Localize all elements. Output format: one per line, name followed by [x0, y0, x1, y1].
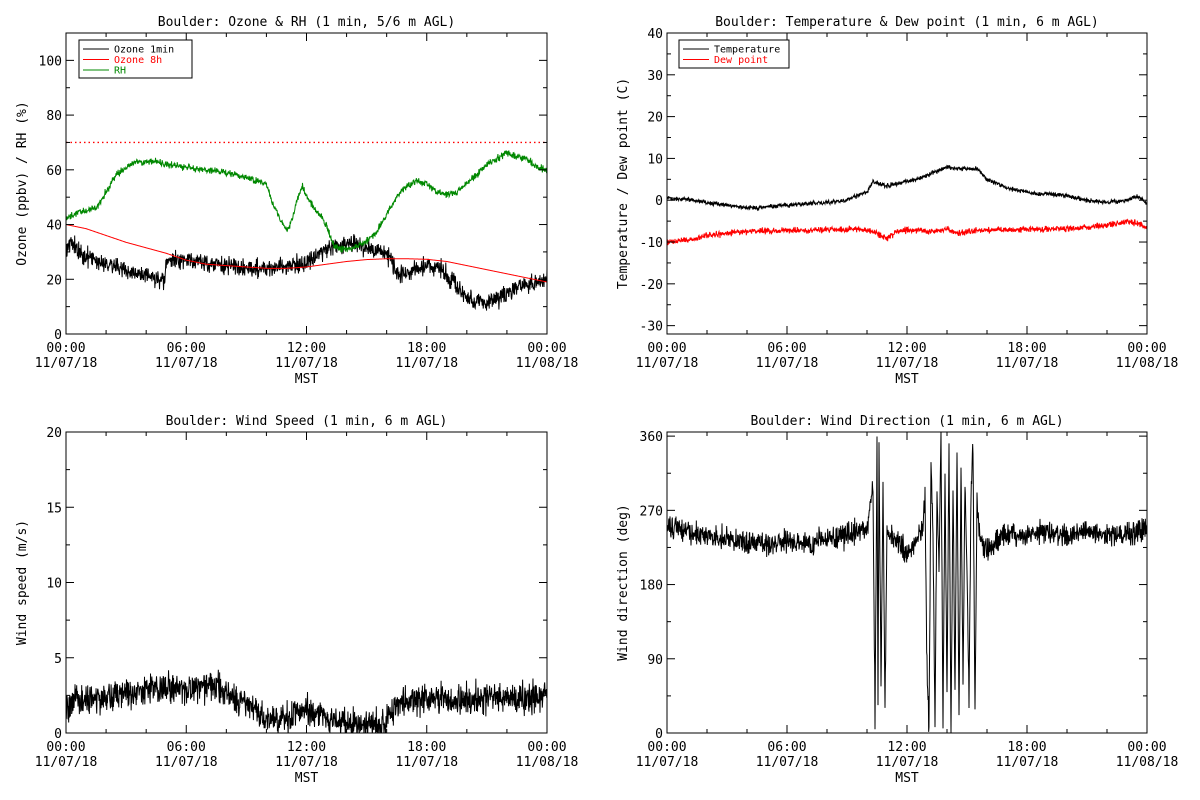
ozone-rh-xtick-time: 00:00 — [527, 341, 566, 356]
ozone-rh-ytick-label: 60 — [46, 164, 62, 179]
ozone-rh-ytick-label: 80 — [46, 109, 62, 124]
wind-dir-xlabel: MST — [895, 771, 919, 786]
temp-dew-xtick-time: 18:00 — [1007, 341, 1046, 356]
wind-dir-xtick-date: 11/07/18 — [996, 755, 1059, 770]
wind-speed-title: Boulder: Wind Speed (1 min, 6 m AGL) — [166, 414, 448, 429]
temp-dew-title: Boulder: Temperature & Dew point (1 min,… — [715, 15, 1099, 30]
temp-dew-ytick-label: -20 — [640, 278, 663, 293]
wind-speed-xtick-date: 11/08/18 — [516, 755, 579, 770]
ozone-rh-xtick-date: 11/07/18 — [275, 356, 338, 371]
temp-dew-ytick-label: 10 — [647, 152, 663, 167]
ozone-rh-legend-label: Ozone 8h — [114, 55, 162, 66]
temp-dew-ytick-label: 20 — [647, 111, 663, 126]
wind-speed-xtick-time: 00:00 — [46, 740, 85, 755]
temp-dew-series-temperature — [667, 164, 1147, 212]
wind-dir-xtick-time: 00:00 — [647, 740, 686, 755]
ozone-rh-series-rh — [66, 150, 547, 253]
temp-dew-xlabel: MST — [895, 372, 919, 387]
wind-dir-ytick-label: 270 — [640, 504, 663, 519]
temp-dew-legend-label: Dew point — [714, 55, 768, 66]
ozone-rh-xtick-date: 11/07/18 — [395, 356, 458, 371]
wind-dir-ytick-label: 0 — [655, 727, 663, 742]
wind-dir-xtick-date: 11/07/18 — [876, 755, 939, 770]
wind-speed-ytick-label: 10 — [46, 577, 62, 592]
wind-direction-panel: Boulder: Wind Direction (1 min, 6 m AGL)… — [616, 414, 1178, 786]
wind-speed-xtick-date: 11/07/18 — [155, 755, 218, 770]
wind-speed-ylabel: Wind speed (m/s) — [15, 520, 30, 645]
ozone-rh-ytick-label: 100 — [39, 54, 62, 69]
wind-speed-xtick-time: 18:00 — [407, 740, 446, 755]
wind-speed-xtick-date: 11/07/18 — [395, 755, 458, 770]
ozone-rh-ytick-label: 0 — [54, 328, 62, 343]
wind-speed-xtick-date: 11/07/18 — [35, 755, 98, 770]
temp-dew-xtick-time: 06:00 — [767, 341, 806, 356]
wind-dir-ytick-label: 90 — [647, 653, 663, 668]
wind-speed-xtick-time: 12:00 — [287, 740, 326, 755]
wind-dir-xtick-date: 11/07/18 — [636, 755, 699, 770]
ozone-rh-legend-label: Ozone 1min — [114, 45, 174, 56]
wind-dir-xtick-time: 18:00 — [1007, 740, 1046, 755]
wind-dir-ytick-label: 180 — [640, 579, 663, 594]
ozone-rh-ytick-label: 40 — [46, 219, 62, 234]
ozone-rh-panel: Boulder: Ozone & RH (1 min, 5/6 m AGL) 0 2… — [15, 15, 578, 387]
ozone-rh-title: Boulder: Ozone & RH (1 min, 5/6 m AGL) — [158, 15, 455, 30]
wind-dir-series-line — [667, 432, 1147, 733]
temp-dew-series-dew-point — [667, 218, 1147, 246]
temp-dew-xtick-date: 11/07/18 — [996, 356, 1059, 371]
temp-dew-xtick-date: 11/07/18 — [756, 356, 819, 371]
temp-dew-xtick-time: 12:00 — [887, 341, 926, 356]
wind-speed-ytick-label: 5 — [54, 652, 62, 667]
wind-dir-plot-frame — [666, 431, 1148, 734]
temp-dew-legend-box — [678, 39, 790, 69]
temp-dew-ytick-label: 40 — [647, 27, 663, 42]
ozone-rh-xtick-time: 00:00 — [46, 341, 85, 356]
temp-dew-xtick-time: 00:00 — [647, 341, 686, 356]
wind-dir-ytick-label: 360 — [640, 430, 663, 445]
temp-dew-xtick-time: 00:00 — [1127, 341, 1166, 356]
ozone-rh-ylabel: Ozone (ppbv) / RH (%) — [15, 101, 30, 265]
wind-speed-ytick-label: 0 — [54, 727, 62, 742]
ozone-rh-legend-label: RH — [114, 66, 126, 77]
wind-dir-xtick-time: 00:00 — [1127, 740, 1166, 755]
temp-dew-ytick-label: -10 — [640, 236, 663, 251]
temp-dew-ytick-label: 0 — [655, 194, 663, 209]
wind-speed-ytick-label: 20 — [46, 426, 62, 441]
wind-speed-plot-frame — [65, 431, 548, 734]
ozone-rh-xtick-date: 11/07/18 — [35, 356, 98, 371]
wind-dir-ylabel: Wind direction (deg) — [616, 504, 631, 661]
wind-dir-xtick-date: 11/07/18 — [756, 755, 819, 770]
wind-speed-series-line — [66, 669, 547, 733]
temp-dew-ytick-label: -30 — [640, 320, 663, 335]
wind-dir-xtick-date: 11/08/18 — [1116, 755, 1179, 770]
temp-dew-xtick-date: 11/07/18 — [876, 356, 939, 371]
temp-dew-ylabel: Temperature / Dew point (C) — [616, 78, 631, 289]
wind-speed-xtick-time: 06:00 — [167, 740, 206, 755]
ozone-rh-series-ozone-8h — [66, 224, 547, 283]
wind-speed-panel: Boulder: Wind Speed (1 min, 6 m AGL) 0 5 10… — [15, 414, 578, 786]
wind-dir-title: Boulder: Wind Direction (1 min, 6 m AGL) — [750, 414, 1063, 429]
temp-dew-xtick-date: 11/08/18 — [1116, 356, 1179, 371]
wind-dir-xtick-time: 06:00 — [767, 740, 806, 755]
temp-dew-legend-label: Temperature — [714, 45, 780, 56]
temp-dew-ytick-label: 30 — [647, 69, 663, 84]
temp-dew-plot-frame — [666, 32, 1148, 335]
wind-dir-xtick-time: 12:00 — [887, 740, 926, 755]
ozone-rh-xlabel: MST — [295, 372, 319, 387]
ozone-rh-xtick-date: 11/07/18 — [155, 356, 218, 371]
temperature-dewpoint-panel: Boulder: Temperature & Dew point (1 min,… — [616, 15, 1178, 387]
ozone-rh-ytick-label: 20 — [46, 273, 62, 288]
ozone-rh-xtick-time: 12:00 — [287, 341, 326, 356]
wind-speed-xlabel: MST — [295, 771, 319, 786]
ozone-rh-xtick-time: 18:00 — [407, 341, 446, 356]
temp-dew-xtick-date: 11/07/18 — [636, 356, 699, 371]
wind-speed-ytick-label: 15 — [46, 501, 62, 516]
ozone-rh-xtick-date: 11/08/18 — [516, 356, 579, 371]
ozone-rh-xtick-time: 06:00 — [167, 341, 206, 356]
wind-speed-xtick-date: 11/07/18 — [275, 755, 338, 770]
ozone-rh-series-ozone-1min — [66, 234, 547, 311]
wind-speed-xtick-time: 00:00 — [527, 740, 566, 755]
